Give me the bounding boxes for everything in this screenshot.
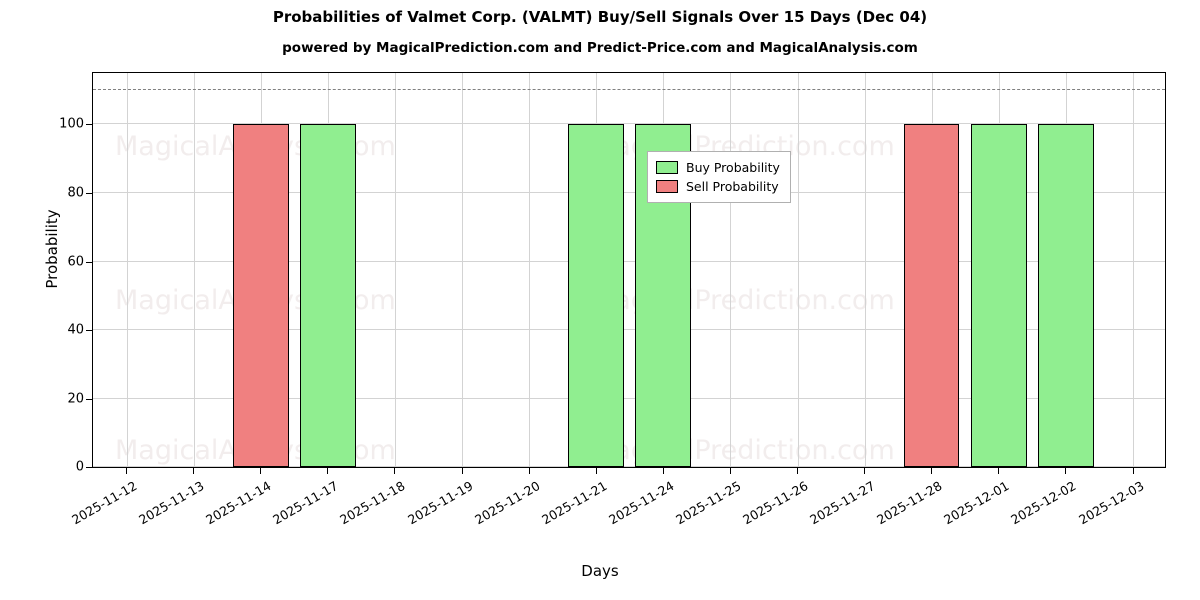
bar-sell: [903, 124, 960, 467]
chart-title: Probabilities of Valmet Corp. (VALMT) Bu…: [272, 8, 928, 26]
x-tick-label: 2025-11-27: [807, 478, 878, 528]
y-tick-label: 60: [67, 254, 84, 269]
y-axis-ticks: 0 20 40 60 80 100: [44, 72, 84, 475]
x-tick-label: 2025-12-03: [1075, 478, 1146, 528]
x-tick-label: 2025-11-13: [136, 478, 207, 528]
x-tick-label: 2025-11-12: [69, 478, 140, 528]
y-tick-label: 0: [75, 459, 84, 475]
y-tick-label: 80: [67, 185, 84, 201]
chart-subtitle: powered by MagicalPrediction.com and Pre…: [282, 40, 918, 56]
x-tick-label: 2025-11-26: [740, 478, 811, 528]
x-tick-label: 2025-11-20: [471, 478, 543, 528]
x-axis-label: Days: [581, 562, 619, 580]
bar-sell: [232, 124, 289, 467]
y-tick-label: 100: [59, 116, 84, 132]
x-tick-label: 2025-11-18: [337, 478, 408, 528]
x-tick-label: 2025-12-01: [941, 478, 1012, 528]
plot-area: MagicalAnalysis.com MagicalPrediction.co…: [92, 72, 1166, 468]
legend-label-buy: Buy Probability: [686, 160, 780, 175]
legend-swatch-sell: [656, 180, 678, 193]
x-tick-label: 2025-11-17: [270, 478, 341, 528]
x-tick-label: 2025-12-02: [1008, 478, 1079, 528]
x-tick-label: 2025-11-24: [605, 478, 677, 528]
bar-buy: [970, 124, 1027, 467]
legend-entry-buy: Buy Probability: [656, 158, 780, 177]
legend-swatch-buy: [656, 161, 678, 174]
legend-label-sell: Sell Probability: [686, 179, 779, 194]
legend-entry-sell: Sell Probability: [656, 177, 780, 196]
x-tick-label: 2025-11-14: [203, 478, 274, 528]
bar-layer: [93, 73, 1165, 467]
y-tick-label: 40: [67, 322, 84, 338]
y-axis-label: Probability: [43, 209, 61, 289]
y-tick-label: 20: [67, 391, 84, 406]
reference-line: [93, 73, 1165, 467]
bar-buy: [299, 124, 356, 467]
x-tick-label: 2025-11-28: [874, 478, 945, 528]
x-tick-label: 2025-11-21: [538, 478, 610, 528]
bar-buy: [1038, 124, 1094, 467]
x-tick-label: 2025-11-25: [672, 478, 744, 528]
x-tick-label: 2025-11-19: [404, 478, 475, 528]
bar-buy: [568, 124, 624, 467]
chart-legend: Buy Probability Sell Probability: [647, 151, 791, 203]
